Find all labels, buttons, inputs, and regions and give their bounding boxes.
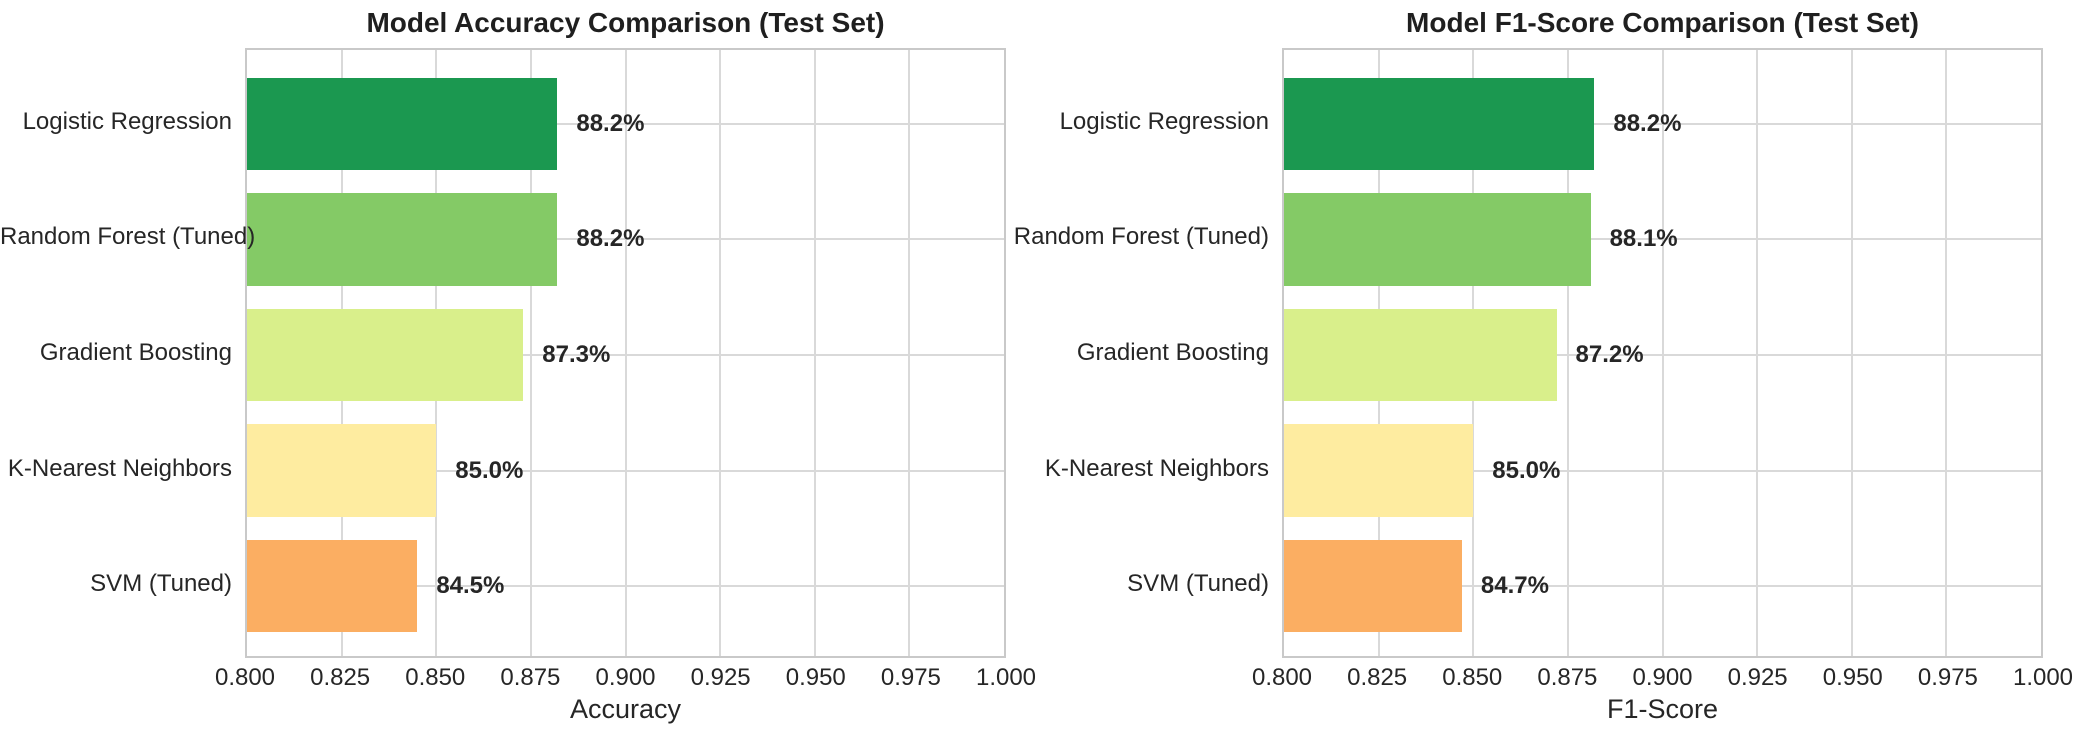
- x-tick-label-0-975: 0.975: [1917, 664, 1978, 691]
- bar-svm-tuned: [1284, 539, 1462, 633]
- value-label-k-nearest-neighbors: 85.0%: [1492, 456, 1561, 484]
- vertical-gridline: [719, 50, 722, 656]
- y-axis-label-gradient-boosting: Gradient Boosting: [39, 339, 232, 366]
- horizontal-gridline: [1284, 585, 2041, 588]
- y-axis-label-logistic-regression: Logistic Regression: [22, 107, 232, 135]
- x-axis-label-f1: F1-Score: [1606, 694, 1719, 724]
- y-axis-label-svm-tuned: SVM (Tuned): [1127, 570, 1269, 598]
- horizontal-gridline: [247, 585, 1004, 588]
- bar-svm-tuned: [247, 539, 418, 633]
- horizontal-gridline: [1284, 354, 2041, 356]
- x-tick-label-0-950: 0.950: [1822, 664, 1883, 691]
- x-tick-label-1-000: 1.000: [975, 664, 1037, 691]
- y-axis-label-k-nearest-neighbors: K-Nearest Neighbors: [1044, 454, 1269, 482]
- y-axis-label-gradient-boosting: Gradient Boosting: [1076, 339, 1269, 366]
- vertical-gridline: [813, 50, 816, 656]
- bar-random-forest-tuned: [247, 193, 558, 286]
- bar-gradient-boosting: [1284, 308, 1557, 402]
- bar-gradient-boosting: [247, 308, 524, 402]
- y-axis-label-svm-tuned: SVM (Tuned): [90, 570, 232, 598]
- horizontal-gridline: [247, 354, 1004, 356]
- chart-title-accuracy: Model Accuracy Comparison (Test Set): [366, 7, 885, 38]
- x-tick-label-0-800: 0.800: [1251, 664, 1313, 691]
- x-tick-label-0-850: 0.850: [1442, 664, 1503, 691]
- x-axis-label-accuracy: Accuracy: [569, 694, 682, 724]
- x-tick-label-0-900: 0.900: [595, 664, 656, 691]
- x-tick-label-0-975: 0.975: [880, 664, 941, 691]
- x-tick-label-0-900: 0.900: [1632, 664, 1693, 691]
- horizontal-gridline: [247, 469, 1004, 472]
- x-tick-label-0-875: 0.875: [1537, 664, 1598, 691]
- vertical-gridline: [1850, 50, 1853, 656]
- chart-title-f1: Model F1-Score Comparison (Test Set): [1406, 7, 1919, 38]
- y-axis-label-k-nearest-neighbors: K-Nearest Neighbors: [7, 454, 232, 482]
- vertical-gridline: [624, 50, 627, 656]
- x-tick-label-0-950: 0.950: [785, 664, 846, 691]
- value-label-random-forest-tuned: 88.1%: [1609, 225, 1678, 253]
- bar-random-forest-tuned: [1284, 193, 1591, 286]
- x-tick-label-0-800: 0.800: [214, 664, 276, 691]
- value-label-svm-tuned: 84.5%: [436, 572, 505, 600]
- y-axis-label-logistic-regression: Logistic Regression: [1059, 107, 1269, 135]
- x-tick-label-0-825: 0.825: [1347, 664, 1408, 691]
- bar-logistic-regression: [247, 77, 558, 171]
- vertical-gridline: [1756, 50, 1759, 656]
- value-label-random-forest-tuned: 88.2%: [576, 225, 645, 253]
- vertical-gridline: [529, 50, 532, 656]
- horizontal-gridline: [1284, 238, 2041, 241]
- x-tick-label-0-925: 0.925: [690, 664, 751, 691]
- vertical-gridline: [1566, 50, 1569, 656]
- horizontal-gridline: [1284, 469, 2041, 472]
- vertical-gridline: [908, 50, 911, 656]
- value-label-k-nearest-neighbors: 85.0%: [455, 456, 524, 484]
- bar-k-nearest-neighbors: [247, 424, 437, 517]
- plot-area-f1: 88.2% 88.1% 87.2% 85.0% 84.7%: [1282, 48, 2043, 658]
- horizontal-gridline: [247, 122, 1004, 125]
- value-label-gradient-boosting: 87.3%: [542, 341, 611, 368]
- x-tick-label-0-850: 0.850: [405, 664, 466, 691]
- value-label-gradient-boosting: 87.2%: [1575, 341, 1644, 368]
- value-label-svm-tuned: 84.7%: [1480, 572, 1549, 600]
- value-label-logistic-regression: 88.2%: [1613, 109, 1682, 137]
- value-label-logistic-regression: 88.2%: [576, 109, 645, 137]
- x-tick-label-0-925: 0.925: [1727, 664, 1788, 691]
- horizontal-gridline: [1284, 122, 2041, 125]
- bar-k-nearest-neighbors: [1284, 424, 1474, 517]
- bar-logistic-regression: [1284, 77, 1595, 171]
- y-axis-label-random-forest-tuned: Random Forest (Tuned): [1013, 223, 1269, 251]
- x-tick-label-0-825: 0.825: [310, 664, 371, 691]
- x-tick-label-0-875: 0.875: [500, 664, 561, 691]
- y-axis-label-random-forest-tuned: Random Forest (Tuned): [0, 223, 256, 251]
- x-tick-label-1-000: 1.000: [2012, 664, 2074, 691]
- plot-area-accuracy: 88.2% 88.2% 87.3% 85.0% 84.5%: [245, 48, 1006, 658]
- vertical-gridline: [1945, 50, 1948, 656]
- horizontal-gridline: [247, 238, 1004, 241]
- vertical-gridline: [1661, 50, 1664, 656]
